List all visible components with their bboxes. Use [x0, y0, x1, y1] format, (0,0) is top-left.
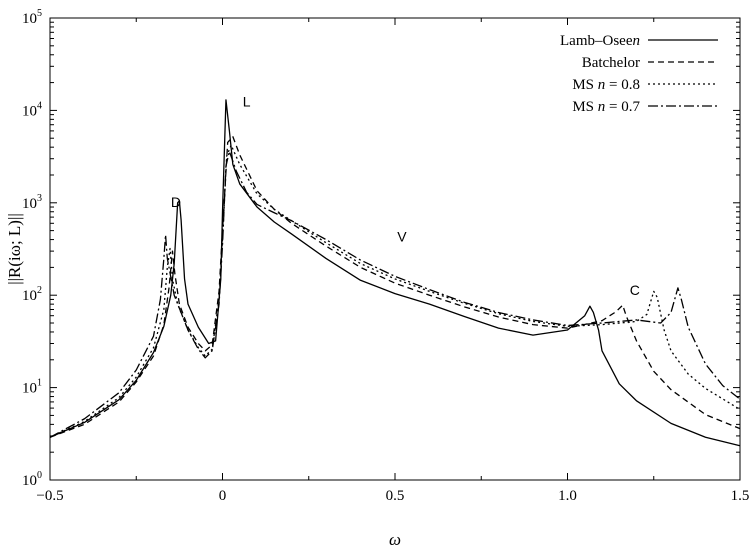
y-tick-label: 105	[22, 8, 42, 27]
y-tick-label: 101	[22, 378, 42, 397]
legend: Lamb–Oseen Batchelor MS n = 0.8 MS n = 0.7	[560, 33, 718, 115]
y-tick-label: 104	[22, 100, 42, 119]
annotation-label: V	[397, 229, 407, 245]
annotations: D L V C	[171, 94, 640, 299]
series-line-4	[49, 150, 741, 438]
legend-label: Lamb–Oseen	[560, 33, 640, 49]
axis-ticks: −0.5 0 0.5 1.0 1.5 100 101 102 103 104 105	[22, 8, 749, 504]
x-tick-label: 1.5	[731, 488, 750, 504]
annotation-label: D	[171, 194, 181, 210]
x-tick-label: 0	[219, 488, 227, 504]
y-tick-label: 102	[22, 285, 42, 304]
legend-label: Batchelor	[582, 55, 640, 71]
series-line-2	[49, 135, 741, 438]
x-tick-label: 0.5	[386, 488, 405, 504]
legend-label: MS n = 0.7	[572, 99, 640, 115]
x-tick-label: 1.0	[558, 488, 577, 504]
annotation-label: L	[243, 94, 251, 110]
series-line-1	[49, 99, 741, 447]
annotation-label: C	[630, 282, 640, 298]
y-axis-label: ||R(iω; L)||	[5, 213, 24, 285]
y-tick-label: 103	[22, 193, 42, 212]
x-tick-label: −0.5	[36, 488, 63, 504]
series-layer	[49, 99, 741, 447]
x-axis-label: ω	[389, 530, 401, 549]
legend-label: MS n = 0.8	[572, 77, 640, 93]
y-tick-label: 100	[22, 470, 42, 489]
